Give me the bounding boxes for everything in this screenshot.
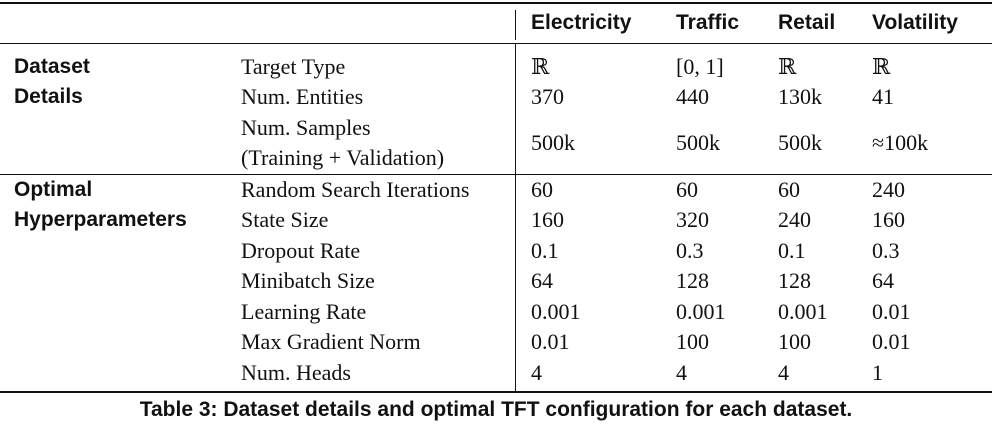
column-divider [515, 175, 516, 391]
table-cell: 130k [778, 84, 822, 109]
row-label: Target Type [241, 54, 346, 79]
table-cell: ≈100k [872, 130, 929, 155]
row-label: Dropout Rate [241, 238, 361, 263]
table-cell: 41 [872, 84, 894, 109]
table-cell: 0.01 [531, 329, 570, 354]
top-rule [0, 2, 992, 4]
table-cell: 500k [676, 130, 720, 155]
table-cell: 240 [872, 177, 905, 202]
table-cell: 0.3 [872, 238, 900, 263]
column-header-volatility: Volatility [872, 11, 958, 34]
section-title: Dataset [14, 55, 90, 78]
section-rule [0, 174, 992, 175]
table-cell: 128 [778, 268, 811, 293]
table-cell: 60 [778, 177, 800, 202]
column-header-electricity: Electricity [531, 11, 632, 34]
row-label: Num. Entities [241, 84, 364, 109]
bottom-rule [0, 391, 992, 393]
table-cell: 60 [676, 177, 698, 202]
table-cell: 240 [778, 207, 811, 232]
table-cell: 64 [531, 268, 553, 293]
table-cell: 100 [676, 329, 709, 354]
table-cell: 370 [531, 84, 564, 109]
table-cell: ℝ [778, 54, 797, 79]
column-header-retail: Retail [778, 11, 836, 34]
table-cell: 320 [676, 207, 709, 232]
table-cell: 0.001 [676, 299, 726, 324]
section-title: Hyperparameters [14, 208, 187, 231]
row-label: Num. Samples [241, 115, 371, 140]
table-caption: Table 3: Dataset details and optimal TFT… [139, 398, 853, 421]
row-label: (Training + Validation) [241, 145, 445, 170]
table-cell: 0.3 [676, 238, 704, 263]
column-header-traffic: Traffic [676, 11, 740, 34]
section-title: Optimal [14, 178, 93, 201]
table-cell: 500k [531, 130, 575, 155]
table-cell: 4 [676, 360, 687, 385]
table-cell: 100 [778, 329, 811, 354]
table-cell: 0.001 [778, 299, 828, 324]
header-rule [0, 43, 992, 44]
table-cell: ℝ [872, 54, 891, 79]
table-cell: 0.01 [872, 329, 911, 354]
row-label: Random Search Iterations [241, 177, 470, 202]
table-cell: 1 [872, 360, 883, 385]
row-label: Learning Rate [241, 299, 367, 324]
column-divider [515, 10, 516, 40]
table-cell: [0, 1] [676, 54, 724, 79]
table-cell: 60 [531, 177, 553, 202]
table-cell: 440 [676, 84, 709, 109]
table-cell: 128 [676, 268, 709, 293]
table-cell: 160 [531, 207, 564, 232]
section-title: Details [14, 85, 83, 108]
table-cell: 500k [778, 130, 822, 155]
table-cell: 0.01 [872, 299, 911, 324]
row-label: State Size [241, 207, 329, 232]
table-cell: 0.1 [778, 238, 806, 263]
table-cell: 4 [778, 360, 789, 385]
table-cell: ℝ [531, 54, 550, 79]
table-cell: 0.1 [531, 238, 559, 263]
table-cell: 0.001 [531, 299, 581, 324]
row-label: Minibatch Size [241, 268, 375, 293]
table-cell: 64 [872, 268, 894, 293]
table-cell: 160 [872, 207, 905, 232]
table-cell: 4 [531, 360, 542, 385]
column-divider [515, 44, 516, 174]
row-label: Num. Heads [241, 360, 351, 385]
row-label: Max Gradient Norm [241, 329, 421, 354]
